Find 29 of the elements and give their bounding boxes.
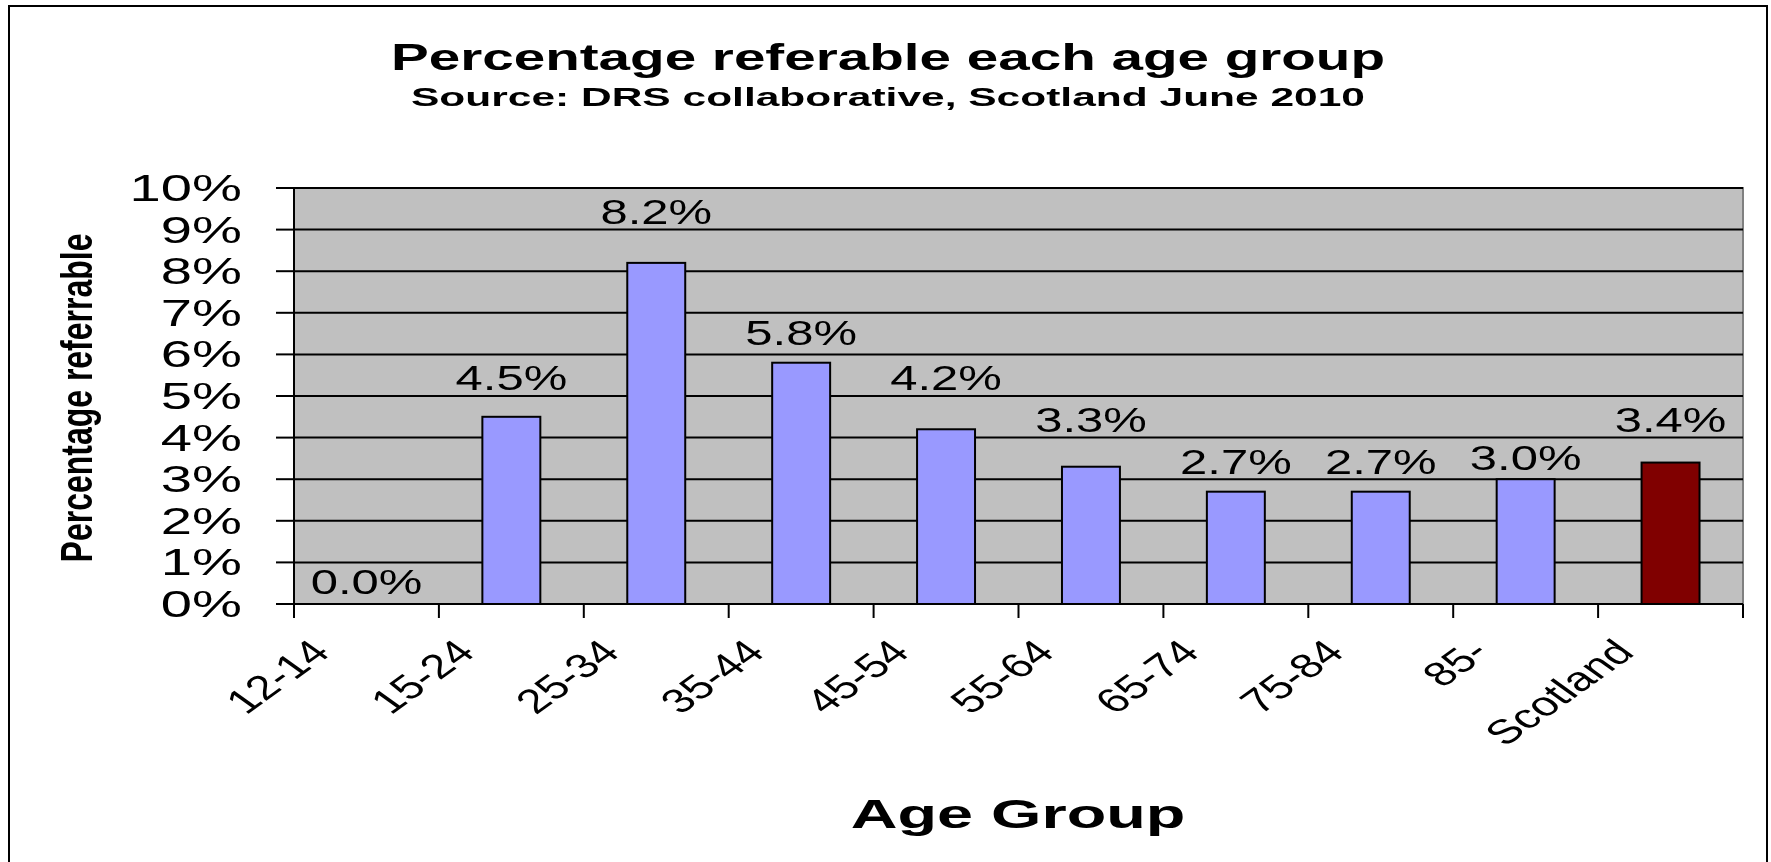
data-label: 2.7%: [1180, 441, 1292, 482]
x-tick-label: 85-: [1412, 632, 1499, 694]
data-label: 2.7%: [1324, 441, 1437, 482]
data-label: 3.0%: [1469, 437, 1582, 477]
y-tick-label: 4%: [160, 417, 242, 459]
x-tick-label: 65-74: [1085, 632, 1209, 721]
y-tick-label: 1%: [160, 542, 242, 584]
y-tick-label: 10%: [129, 168, 242, 209]
chart-title: Percentage referable each age group: [390, 36, 1386, 78]
y-tick-label: 2%: [160, 500, 242, 542]
data-label: 0.0%: [310, 562, 423, 602]
y-tick-label: 3%: [160, 459, 242, 500]
chart-subtitle: Source: DRS collaborative, Scotland June 2010: [410, 83, 1366, 112]
y-tick-label: 8%: [160, 251, 242, 292]
y-tick-label: 7%: [160, 292, 242, 334]
x-tick-label: 45-54: [795, 632, 919, 721]
data-label: 3.4%: [1614, 399, 1727, 439]
y-tick-label: 0%: [160, 584, 242, 625]
y-tick-label: 5%: [160, 376, 242, 417]
data-label: 5.8%: [745, 312, 857, 353]
y-tick-label: 6%: [160, 334, 242, 376]
x-axis-title: Age Group: [850, 791, 1186, 837]
data-label: 3.3%: [1035, 399, 1147, 439]
data-label: 4.2%: [890, 357, 1002, 398]
y-tick-label: 9%: [160, 209, 242, 251]
y-axis-title: Percentage referrable: [51, 233, 102, 563]
x-tick-label: 75-84: [1230, 632, 1354, 721]
data-label: 8.2%: [600, 191, 713, 231]
data-label: 4.5%: [455, 357, 568, 398]
